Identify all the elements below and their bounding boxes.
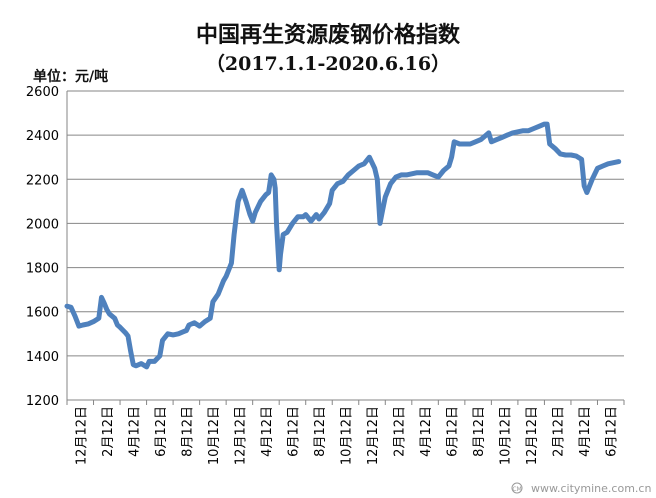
- x-tick-label: 6月12日: [446, 406, 461, 457]
- series-line-0: [64, 121, 622, 370]
- axes: [66, 91, 624, 401]
- watermark: CM www.citymine.com.cn: [511, 482, 651, 495]
- watermark-site: www.citymine.com.cn: [531, 482, 651, 495]
- x-tick-label: 10月12日: [207, 406, 222, 465]
- x-tick-label: 10月12日: [340, 406, 355, 465]
- x-tick-label: 6月12日: [286, 406, 301, 457]
- y-tick-label: 1400: [26, 350, 59, 365]
- y-tick-label: 2000: [26, 217, 59, 232]
- x-tick-label: 2月12日: [552, 406, 567, 457]
- y-tick-label: 2600: [26, 85, 59, 100]
- x-tick-label: 6月12日: [154, 406, 169, 457]
- x-tick-label: 8月12日: [313, 406, 328, 457]
- series-layer: [64, 121, 622, 370]
- x-tick-label: 4月12日: [419, 406, 434, 457]
- watermark-logo-text: CM: [512, 486, 521, 493]
- x-tick-label: 4月12日: [260, 406, 275, 457]
- x-tick-label: 12月12日: [74, 406, 89, 465]
- y-tick-label: 2200: [26, 173, 59, 188]
- y-tick-label: 1200: [26, 394, 59, 409]
- chart-subtitle: （2017.1.1-2020.6.16）: [206, 52, 450, 75]
- x-tick-label: 12月12日: [233, 406, 248, 465]
- chart-title: 中国再生资源废钢价格指数: [196, 22, 461, 48]
- x-tick-label: 12月12日: [366, 406, 381, 465]
- x-tick-label: 4月12日: [578, 406, 593, 457]
- x-axis-ticks: 12月12日 2月12日 4月12日 6月12日 8月12日 10月12日 12月12日 4月…: [66, 400, 625, 465]
- x-tick-label: 8月12日: [472, 406, 487, 457]
- y-tick-label: 2400: [26, 129, 59, 144]
- y-tick-label: 1600: [26, 306, 59, 321]
- watermark-logo-icon: [511, 482, 523, 494]
- x-tick-label: 8月12日: [180, 406, 195, 457]
- x-tick-label: 12月12日: [525, 406, 540, 465]
- x-tick-label: 10月12日: [499, 406, 514, 465]
- x-tick-label: 6月12日: [605, 406, 620, 457]
- y-axis-ticks: 1200 1400 1600 1800 2000 2200 2400 2600: [26, 85, 59, 409]
- x-tick-label: 2月12日: [101, 406, 116, 457]
- y-tick-label: 1800: [26, 262, 59, 277]
- x-tick-label: 4月12日: [127, 406, 142, 457]
- x-tick-label: 2月12日: [393, 406, 408, 457]
- unit-label: 单位：元/吨: [33, 68, 108, 85]
